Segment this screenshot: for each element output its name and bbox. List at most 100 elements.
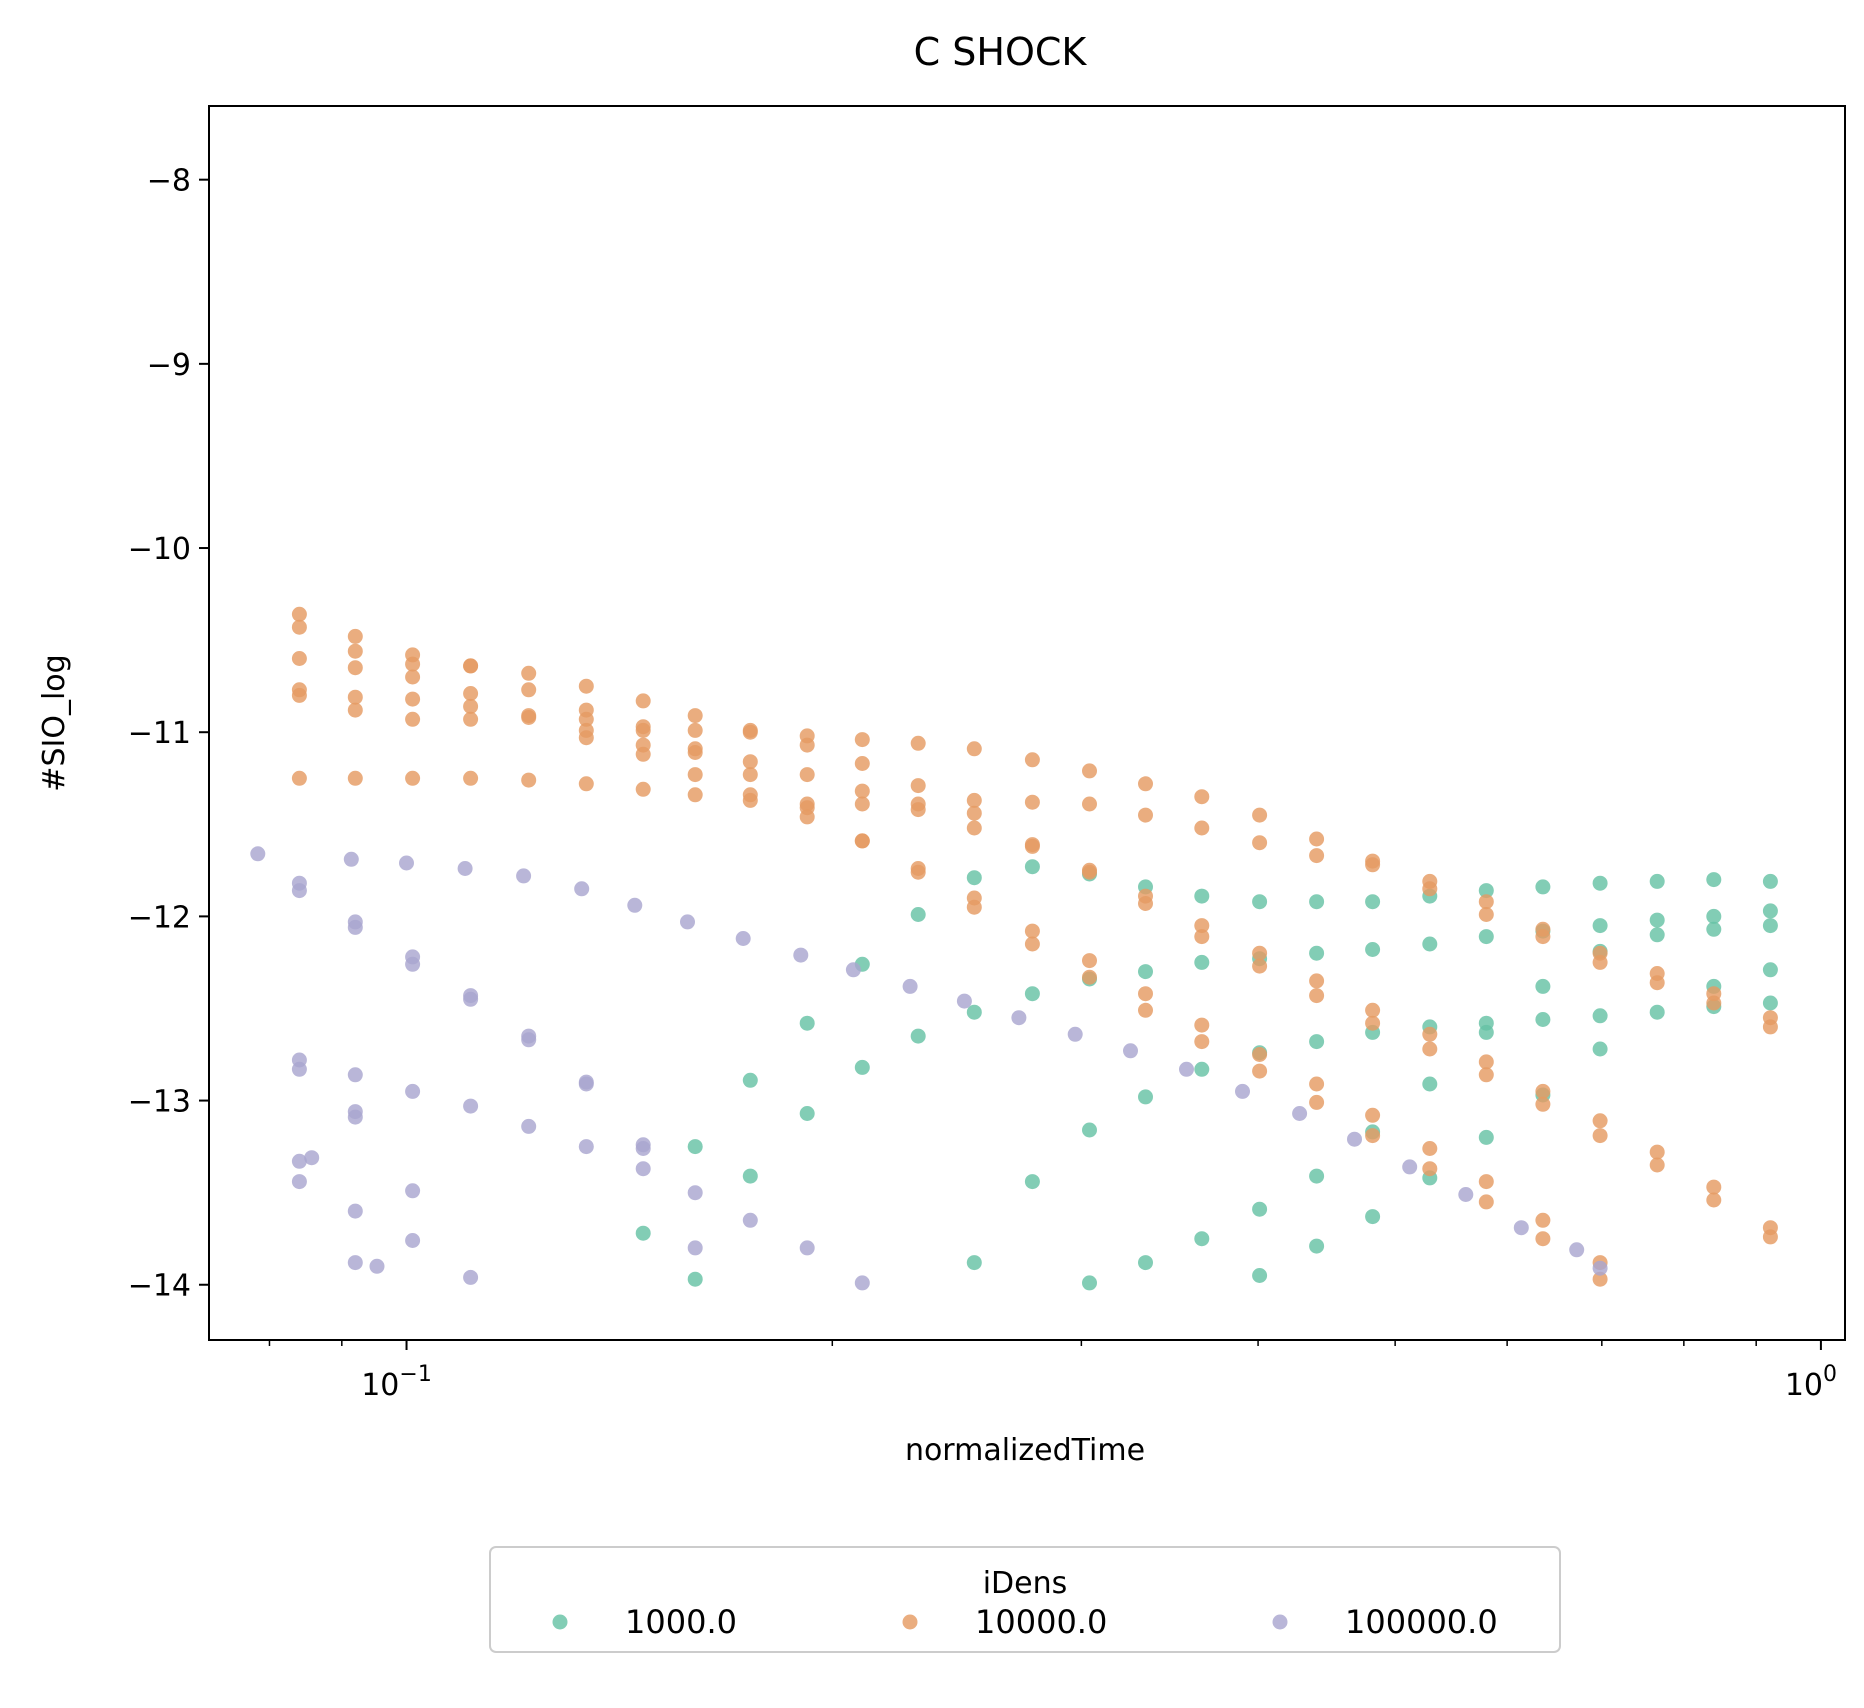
- data-point: [1252, 807, 1268, 823]
- data-point: [1082, 953, 1097, 969]
- data-point: [635, 722, 651, 738]
- data-point: [1082, 1275, 1097, 1291]
- data-point: [956, 993, 972, 1009]
- data-point: [1592, 1008, 1608, 1024]
- data-point: [1365, 1107, 1381, 1123]
- data-point: [635, 693, 651, 709]
- data-point: [1592, 1113, 1608, 1129]
- data-point: [742, 792, 758, 808]
- data-point: [1138, 896, 1153, 911]
- data-point: [1478, 929, 1494, 945]
- data-point: [1762, 1229, 1778, 1245]
- data-point: [521, 710, 537, 725]
- data-point: [405, 711, 421, 727]
- data-point: [291, 1061, 307, 1077]
- data-point: [291, 687, 307, 703]
- data-point: [347, 770, 363, 786]
- data-point: [347, 1109, 363, 1125]
- data-point: [343, 851, 359, 867]
- data-point: [405, 669, 421, 685]
- data-point: [1478, 1174, 1494, 1190]
- data-point: [799, 1015, 815, 1031]
- data-point: [1706, 908, 1722, 924]
- data-point: [1292, 1106, 1308, 1121]
- data-point: [1194, 1017, 1210, 1033]
- x-tick-label: 10−1: [361, 1362, 432, 1403]
- data-point: [1422, 881, 1438, 897]
- data-point: [1252, 1201, 1268, 1217]
- data-point: [1478, 1194, 1494, 1210]
- data-point: [1478, 883, 1494, 899]
- data-point: [1535, 1231, 1551, 1247]
- data-point: [1649, 1144, 1665, 1160]
- y-axis: −8 −9 −10 −11 −12 −13 −14: [128, 164, 209, 1304]
- data-point: [1592, 918, 1608, 934]
- data-point: [966, 820, 982, 836]
- data-point: [1535, 1012, 1551, 1027]
- data-point: [1649, 1004, 1665, 1020]
- data-point: [1535, 1212, 1551, 1228]
- legend-box: [489, 1546, 1561, 1653]
- data-point: [854, 756, 870, 771]
- data-point: [1194, 954, 1210, 970]
- data-point: [347, 660, 363, 676]
- data-point: [1194, 789, 1210, 805]
- plot-frame: [208, 105, 1846, 1341]
- data-point: [1649, 975, 1665, 991]
- data-point: [1365, 1128, 1381, 1144]
- data-point: [910, 802, 926, 818]
- data-point: [1082, 1122, 1097, 1138]
- data-point: [910, 1028, 926, 1044]
- data-point: [1252, 1268, 1268, 1283]
- data-point: [1138, 1255, 1153, 1271]
- data-point: [1138, 1002, 1153, 1018]
- data-point: [910, 778, 926, 794]
- data-point: [635, 746, 651, 762]
- data-point: [1592, 1260, 1608, 1276]
- data-point: [347, 702, 363, 718]
- data-point: [1478, 907, 1494, 922]
- data-point: [1402, 1159, 1418, 1175]
- legend-marker: [1272, 1614, 1288, 1630]
- data-point: [1309, 988, 1325, 1004]
- data-point: [1194, 1231, 1210, 1247]
- data-point: [966, 870, 982, 886]
- y-tick-label: −9: [147, 348, 191, 383]
- data-point: [1194, 1061, 1210, 1077]
- data-point: [845, 962, 861, 978]
- data-point: [1422, 1041, 1438, 1057]
- legend: iDens 1000.0 10000.0 100000.0: [489, 1546, 1561, 1653]
- data-point: [405, 1233, 421, 1248]
- data-point: [742, 754, 758, 770]
- data-point: [742, 767, 758, 783]
- data-point: [1478, 1129, 1494, 1145]
- y-axis-label: #SIO_log: [37, 654, 72, 791]
- data-point: [347, 1203, 363, 1219]
- data-point: [578, 776, 594, 792]
- data-point: [1194, 820, 1210, 836]
- data-point: [1235, 1083, 1250, 1099]
- data-point: [635, 1161, 651, 1177]
- data-point: [1309, 1034, 1325, 1050]
- data-point: [250, 846, 266, 862]
- data-point: [1252, 835, 1268, 851]
- data-point: [578, 711, 594, 727]
- data-point: [1309, 973, 1325, 989]
- data-point: [1024, 838, 1040, 854]
- data-point: [1082, 763, 1097, 779]
- data-point: [405, 1183, 421, 1199]
- data-point: [463, 1269, 479, 1285]
- data-point: [687, 1185, 703, 1201]
- data-point: [1422, 1026, 1438, 1042]
- data-point: [291, 883, 307, 899]
- data-point: [347, 628, 363, 644]
- data-point: [1592, 1041, 1608, 1057]
- data-point: [405, 956, 421, 972]
- legend-marker: [552, 1614, 568, 1630]
- data-point: [854, 1275, 870, 1291]
- data-point: [1365, 894, 1381, 910]
- data-point: [966, 805, 982, 821]
- data-point: [687, 745, 703, 760]
- data-point: [1024, 1174, 1040, 1190]
- data-point: [521, 1118, 537, 1134]
